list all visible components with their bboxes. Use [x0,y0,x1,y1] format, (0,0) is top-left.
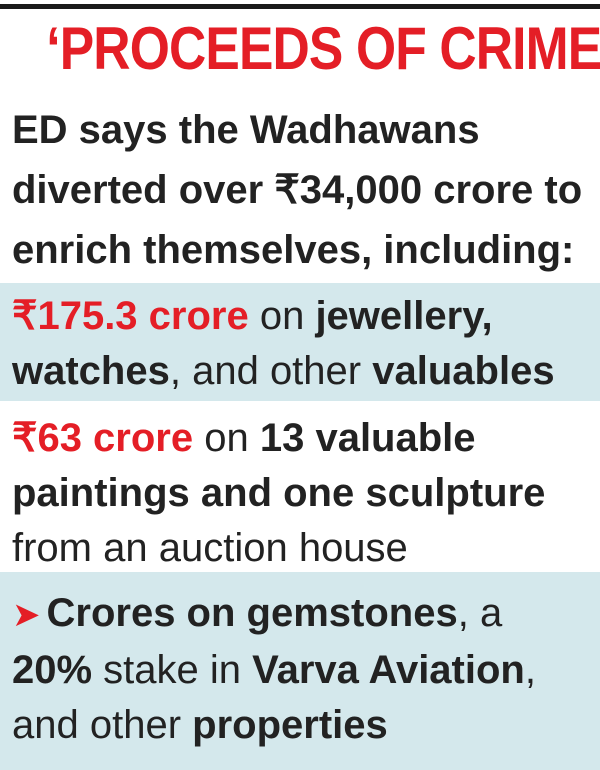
text-stake-in: stake in [92,648,253,692]
intro-paragraph: ED says the Wadhawans diverted over ₹34,… [12,100,592,280]
text-on: on [248,294,316,338]
text-and-other: and other [12,703,193,747]
text-13-valuable: 13 valuable [259,416,476,460]
item-gemstones: ➤ Crores on gemstones, a 20% stake in Var… [0,572,600,770]
item-jewellery-line-2: watches, and other valuables [12,344,600,399]
text-properties: properties [192,703,388,747]
text-valuables: valuables [372,349,555,393]
headline-text: ‘PROCEEDS OF CRIME’ [46,15,600,82]
text-paintings-sculpture: paintings and one sculpture [12,471,546,515]
amount-paintings: ₹63 crore [12,416,194,460]
text-auction-house: from an auction house [12,526,408,570]
text-jewellery: jewellery, [315,294,493,338]
text-varva-aviation: Varva Aviation [252,648,525,692]
amount-jewellery: ₹175.3 crore [12,294,249,338]
item-paintings-line-1: ₹63 crore on 13 valuable [12,411,600,466]
item-paintings-line-3: from an auction house [12,521,600,576]
divider [0,401,600,403]
item-gemstones-line-1: ➤ Crores on gemstones, a [12,586,600,643]
text-watches: watches [12,349,170,393]
item-gemstones-line-2: 20% stake in Varva Aviation, [12,643,600,698]
item-jewellery-line-1: ₹175.3 crore on jewellery, [12,289,600,344]
item-paintings-line-2: paintings and one sculpture [12,466,600,521]
text-gemstones: Crores on gemstones [46,591,458,635]
text-and-other: , and other [169,349,373,393]
text-a: , a [457,591,503,635]
text-percent: 20% [12,648,93,692]
item-paintings: ₹63 crore on 13 valuable paintings and o… [0,403,600,570]
text-on: on [193,416,260,460]
intro-line-1: ED says the Wadhawans [12,108,480,152]
intro-line-2: diverted over ₹34,000 crore to [12,168,583,212]
headline: ‘PROCEEDS OF CRIME’ [0,4,600,92]
item-jewellery: ₹175.3 crore on jewellery, watches, and … [0,283,600,401]
intro-line-3: enrich themselves, including: [12,228,575,272]
arrow-right-icon: ➤ [12,596,41,634]
item-gemstones-line-3: and other properties [12,698,600,753]
text-comma: , [524,648,536,692]
